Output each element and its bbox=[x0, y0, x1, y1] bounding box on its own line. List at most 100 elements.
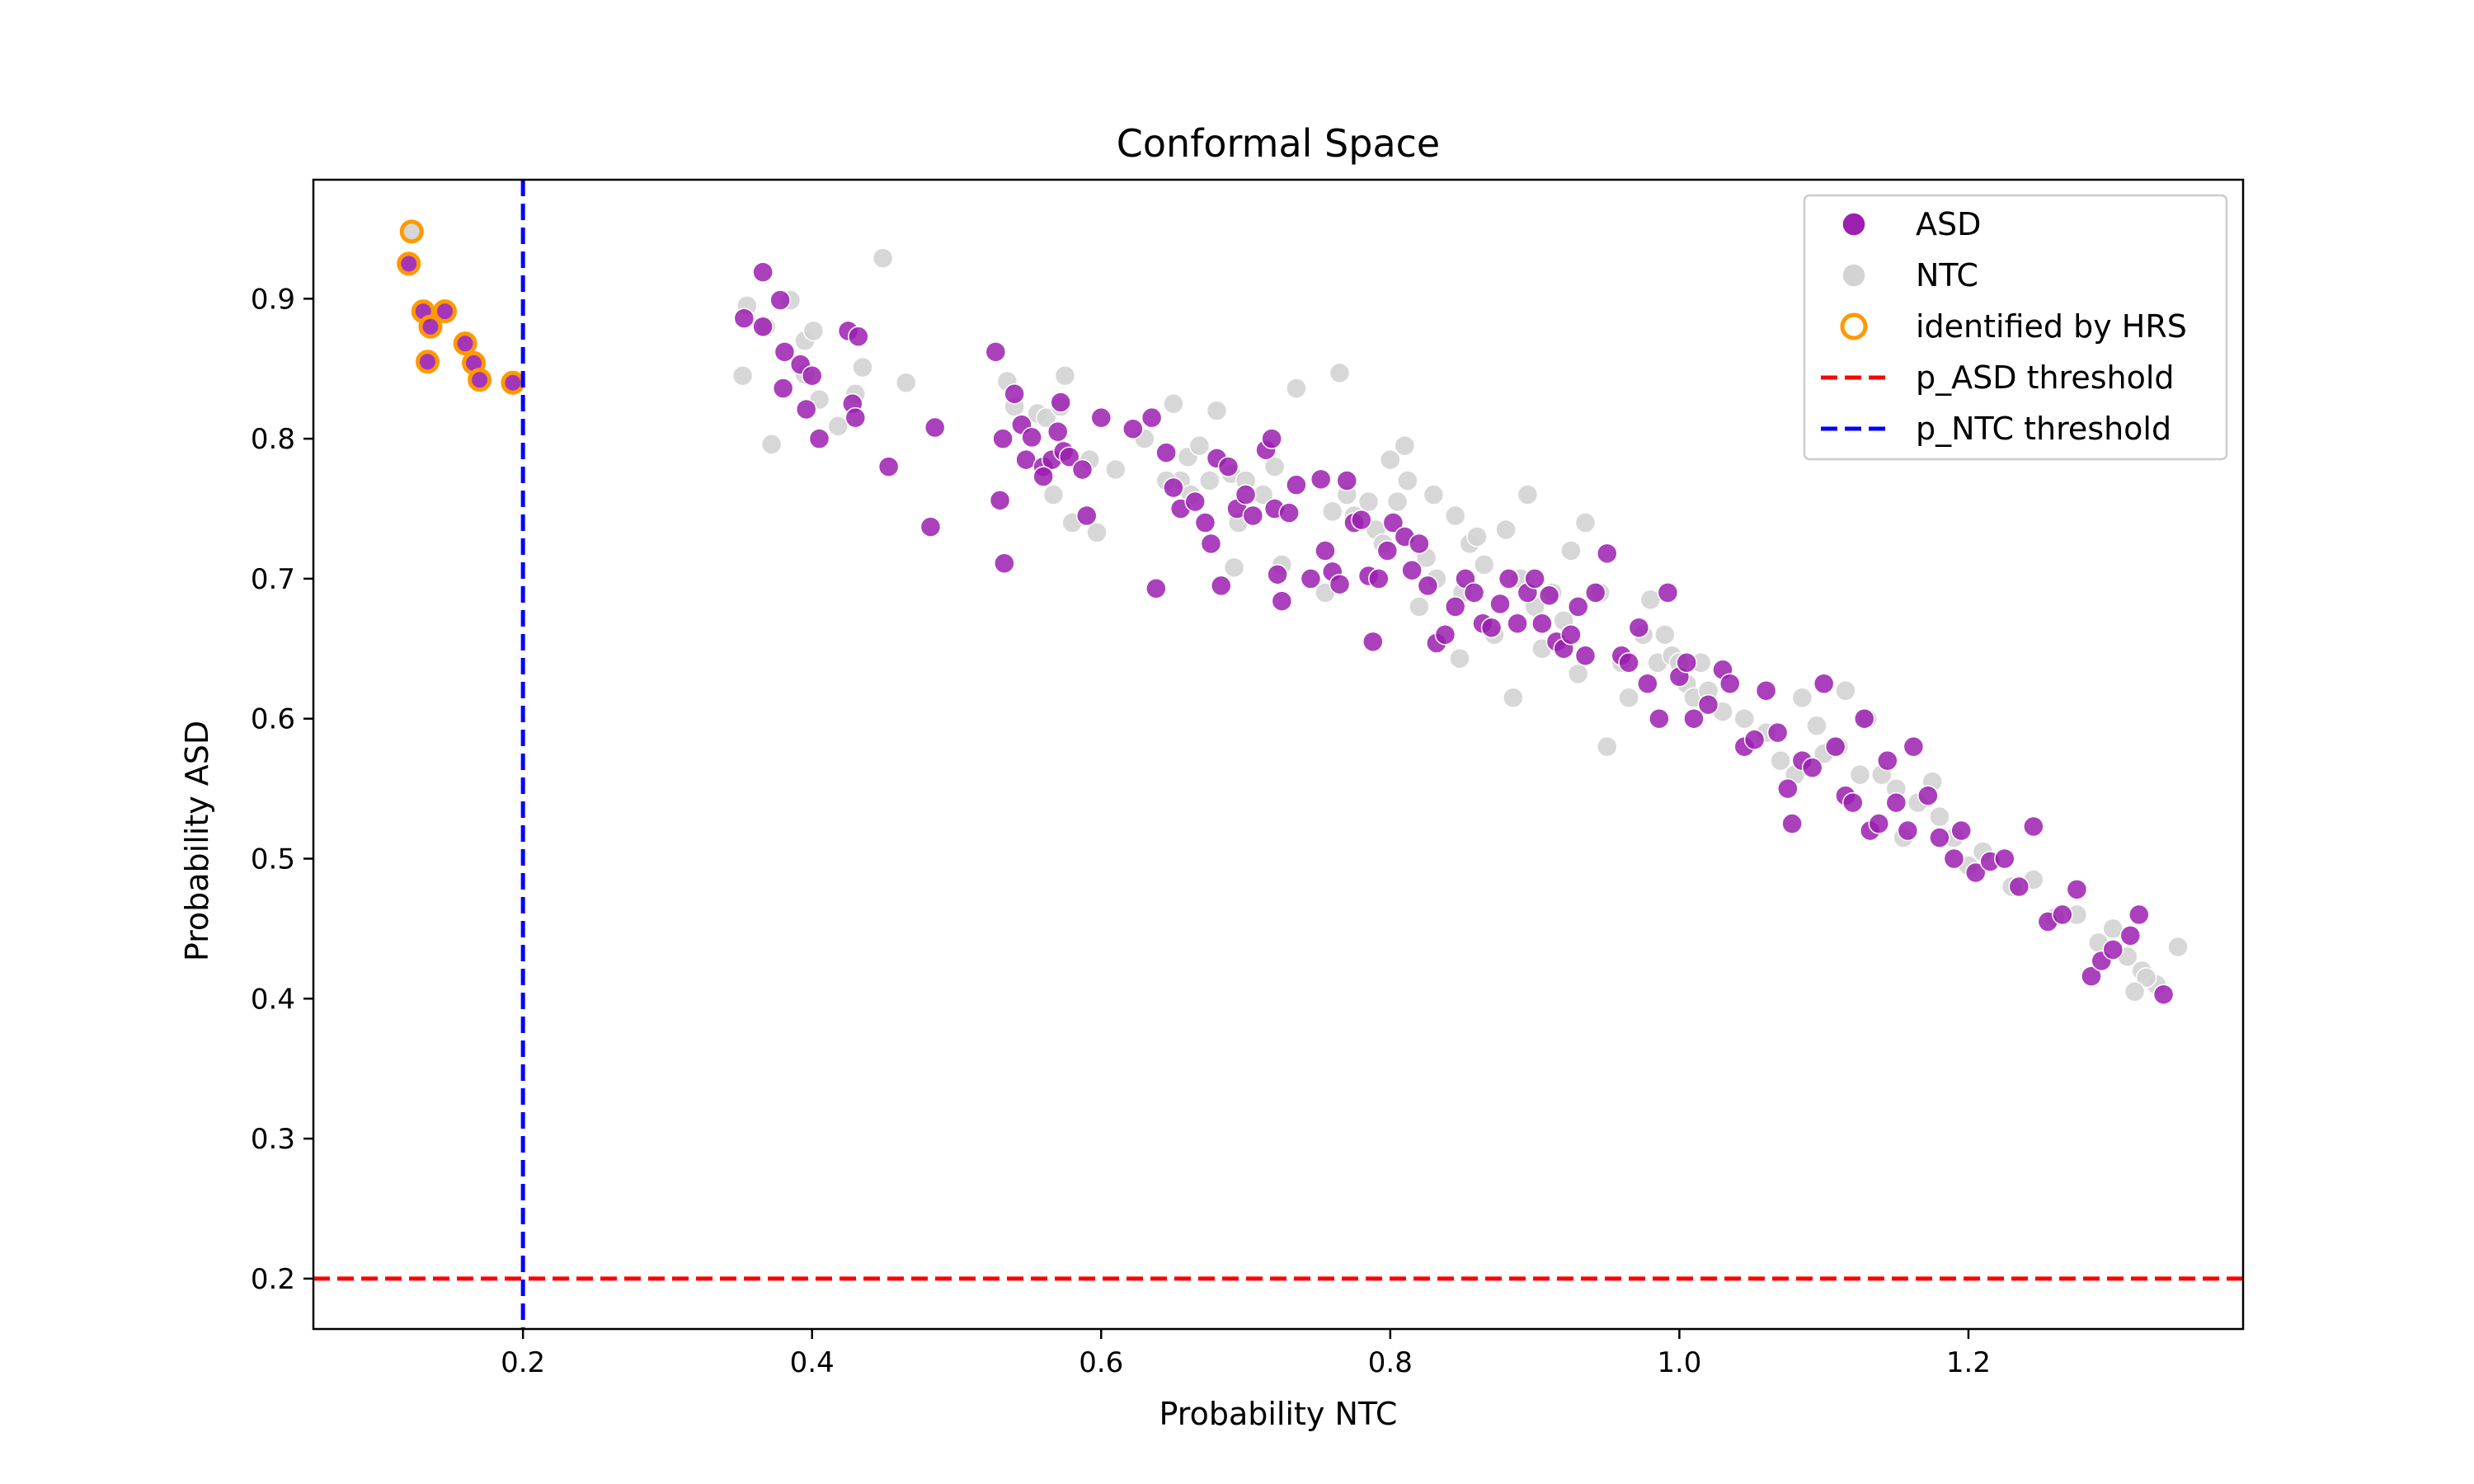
legend-label: NTC bbox=[1916, 257, 1978, 294]
ntc-point bbox=[1386, 491, 1409, 513]
x-tick-label: 0.2 bbox=[501, 1346, 545, 1379]
asd-point bbox=[1584, 582, 1606, 603]
ntc-point bbox=[1409, 596, 1430, 618]
y-tick-label: 0.8 bbox=[251, 423, 295, 456]
ntc-point bbox=[802, 320, 825, 342]
ntc-point bbox=[731, 364, 754, 387]
ntc-point bbox=[1397, 470, 1418, 491]
asd-point bbox=[1777, 777, 1799, 800]
asd-point bbox=[1351, 509, 1372, 531]
ntc-point bbox=[1733, 707, 1756, 730]
ntc-point bbox=[1567, 663, 1589, 685]
hrs-point bbox=[418, 314, 443, 339]
ntc-point bbox=[1394, 434, 1416, 457]
asd-point bbox=[1071, 458, 1094, 481]
ntc-point bbox=[1263, 456, 1286, 477]
asd-point bbox=[1903, 735, 1925, 758]
asd-point bbox=[2119, 925, 2142, 946]
asd-point bbox=[1567, 596, 1589, 618]
ntc-point bbox=[1198, 470, 1221, 491]
asd-point bbox=[1286, 474, 1307, 495]
asd-point bbox=[1141, 406, 1163, 429]
legend-marker-hrs bbox=[1840, 312, 1868, 340]
ntc-point bbox=[872, 247, 894, 269]
x-tick-label: 0.6 bbox=[1079, 1346, 1123, 1379]
x-axis-label: Probability NTC bbox=[1159, 1396, 1398, 1432]
asd-point bbox=[1021, 426, 1042, 448]
asd-point bbox=[1489, 593, 1511, 615]
ntc-point bbox=[2135, 967, 2157, 989]
asd-point bbox=[1507, 613, 1528, 634]
ntc-point bbox=[1654, 624, 1676, 646]
asd-point bbox=[2102, 939, 2124, 960]
ntc-point bbox=[1105, 458, 1126, 481]
asd-point bbox=[2052, 904, 2073, 926]
asd-point bbox=[1434, 624, 1456, 646]
asd-point bbox=[772, 378, 794, 399]
asd-point bbox=[1155, 442, 1177, 463]
asd-point bbox=[1628, 617, 1650, 639]
x-tick-label: 1.2 bbox=[1946, 1346, 1991, 1379]
axes-frame bbox=[312, 178, 2245, 1331]
asd-point bbox=[1597, 542, 1618, 565]
asd-point bbox=[1417, 575, 1439, 597]
asd-point bbox=[1382, 512, 1404, 533]
asd-point bbox=[1813, 673, 1835, 695]
asd-point bbox=[1267, 564, 1288, 585]
asd-point bbox=[1637, 673, 1658, 695]
legend-label: p_NTC threshold bbox=[1916, 411, 2171, 447]
ntc-point bbox=[1574, 512, 1597, 533]
asd-point bbox=[1163, 477, 1184, 499]
plot-content bbox=[313, 180, 2243, 1329]
asd-point bbox=[1574, 645, 1597, 667]
ntc-point bbox=[1806, 715, 1827, 736]
asd-point bbox=[1697, 693, 1719, 716]
asd-point bbox=[1463, 582, 1485, 603]
y-tick-label: 0.7 bbox=[251, 563, 295, 596]
asd-point bbox=[774, 341, 796, 363]
plot-area bbox=[313, 180, 2243, 1329]
asd-point bbox=[1076, 505, 1098, 527]
ntc-point bbox=[1849, 763, 1871, 786]
y-axis-label: Probability ASD bbox=[179, 721, 215, 961]
asd-point bbox=[1538, 585, 1560, 607]
asd-point bbox=[985, 341, 1007, 363]
asd-point bbox=[1004, 383, 1025, 405]
asd-point bbox=[992, 428, 1014, 449]
legend-label: p_ASD threshold bbox=[1916, 359, 2175, 396]
asd-point bbox=[769, 289, 791, 311]
legend-marker-asd bbox=[1841, 212, 1866, 237]
y-tick-label: 0.4 bbox=[251, 983, 295, 1016]
asd-point bbox=[1058, 446, 1080, 467]
asd-point bbox=[1498, 568, 1520, 589]
legend-marker-ntc bbox=[1841, 263, 1866, 288]
x-tick-label: 0.4 bbox=[790, 1346, 835, 1379]
asd-point bbox=[1950, 819, 1972, 842]
asd-point bbox=[1217, 456, 1239, 477]
asd-point bbox=[1743, 729, 1766, 750]
asd-point bbox=[1271, 590, 1293, 612]
asd-point bbox=[1032, 466, 1054, 487]
ntc-point bbox=[1495, 519, 1517, 541]
asd-point bbox=[924, 416, 946, 439]
hrs-point bbox=[433, 299, 458, 324]
ntc-point bbox=[1835, 679, 1856, 702]
asd-point bbox=[1211, 575, 1232, 597]
asd-point bbox=[808, 428, 830, 449]
legend-label: identified by HRS bbox=[1916, 308, 2187, 345]
asd-point bbox=[1315, 540, 1336, 561]
ntc-point bbox=[1357, 491, 1380, 513]
ntc-point bbox=[1517, 484, 1539, 505]
asd-point bbox=[1917, 785, 1939, 806]
asd-point bbox=[1047, 420, 1069, 443]
ntc-point bbox=[1223, 556, 1245, 579]
ntc-point bbox=[1466, 526, 1488, 547]
ntc-point bbox=[1188, 434, 1211, 457]
ntc-point bbox=[1380, 448, 1401, 471]
asd-point bbox=[1868, 813, 1890, 834]
legend-box bbox=[1803, 194, 2228, 461]
asd-point bbox=[1242, 505, 1264, 527]
asd-point bbox=[1801, 757, 1823, 778]
asd-point bbox=[1090, 406, 1112, 429]
asd-point bbox=[1755, 679, 1777, 702]
